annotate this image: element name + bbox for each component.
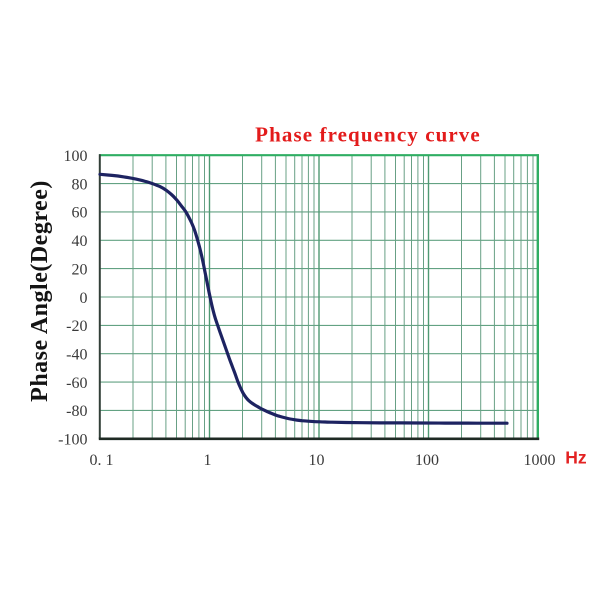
svg-text:1000: 1000: [524, 452, 556, 469]
svg-text:0: 0: [80, 290, 88, 307]
svg-text:Phase Angle(Degree): Phase Angle(Degree): [27, 180, 53, 402]
svg-text:-60: -60: [66, 375, 87, 392]
svg-text:100: 100: [415, 452, 439, 469]
svg-text:40: 40: [72, 233, 88, 250]
svg-text:1: 1: [204, 452, 212, 469]
svg-text:-100: -100: [58, 432, 87, 449]
svg-text:20: 20: [72, 261, 88, 278]
svg-text:Hz: Hz: [565, 448, 587, 468]
svg-text:10: 10: [309, 452, 325, 469]
svg-text:100: 100: [64, 148, 88, 165]
svg-text:-80: -80: [66, 403, 87, 420]
svg-text:60: 60: [72, 205, 88, 222]
svg-text:-20: -20: [66, 318, 87, 335]
svg-text:-40: -40: [66, 347, 87, 364]
svg-text:80: 80: [72, 176, 88, 193]
svg-text:0. 1: 0. 1: [90, 452, 114, 469]
svg-text:Phase frequency curve: Phase frequency curve: [255, 123, 481, 147]
